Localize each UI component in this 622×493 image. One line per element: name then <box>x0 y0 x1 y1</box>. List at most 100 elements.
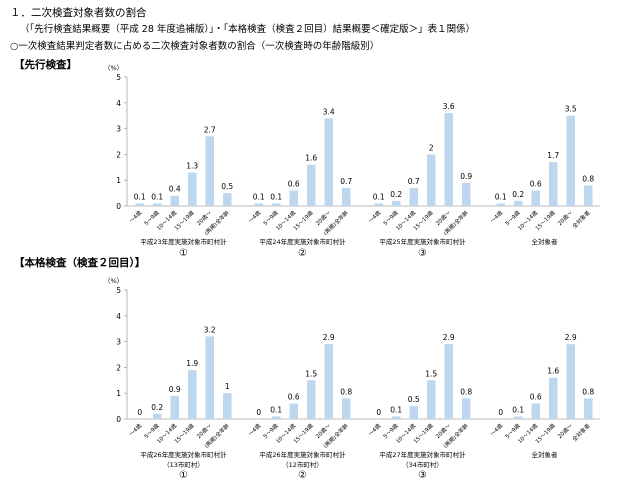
page-subtitle: （「先行検査結果概要（平成 28 年度追補版）」・「本格検査（検査２回目）結果概… <box>20 24 476 35</box>
bar <box>584 185 593 206</box>
data-label: 0.4 <box>169 185 181 194</box>
data-label: 0.7 <box>340 177 352 186</box>
data-label: 1.6 <box>305 154 317 163</box>
bar <box>514 200 523 206</box>
bar <box>307 380 316 419</box>
data-label: 2.7 <box>204 125 216 134</box>
x-tick-label: 15～19歳 <box>172 208 196 232</box>
x-tick-label: 20歳～ <box>556 208 575 227</box>
group-number: ② <box>298 470 307 481</box>
x-tick-label: 15～19歳 <box>411 421 435 445</box>
group-sublabel: （13市町村） <box>163 460 204 469</box>
bar <box>188 172 197 206</box>
x-tick-label: 15～19歳 <box>533 421 557 445</box>
bar <box>374 203 383 206</box>
data-label: 0.1 <box>270 405 282 414</box>
bar <box>254 203 263 206</box>
x-tick-label: 20歳～ <box>434 421 453 440</box>
data-label: 3.5 <box>565 105 577 114</box>
bar <box>153 203 162 206</box>
data-label: 3.4 <box>323 107 335 116</box>
bar <box>205 336 214 419</box>
data-label: 0.5 <box>221 182 233 191</box>
data-label: 0.1 <box>512 405 524 414</box>
data-label: 0.8 <box>460 387 472 396</box>
x-tick-label: 15～19歳 <box>291 421 315 445</box>
x-tick-label: 5～9歳 <box>381 208 400 227</box>
group-label: 平成25年度実施対象市町村計 <box>379 237 466 246</box>
group-sublabel: （34市町村） <box>402 460 443 469</box>
group-number: ① <box>179 248 188 259</box>
y-tick-label: 0 <box>116 202 121 211</box>
data-label: 0.8 <box>582 387 594 396</box>
data-label: 0.2 <box>151 403 163 412</box>
group-label: 平成24年度実施対象市町村計 <box>259 237 346 246</box>
data-label: 0.2 <box>390 190 402 199</box>
data-label: 0.8 <box>340 387 352 396</box>
data-label: 1.7 <box>547 151 559 160</box>
x-tick-label: ～4歳 <box>127 208 143 224</box>
data-label: 0.6 <box>288 393 300 402</box>
x-tick-label: 20歳～ <box>314 208 333 227</box>
bar <box>549 162 558 206</box>
data-label: 0 <box>498 408 503 417</box>
x-tick-label: 全対象者 <box>570 421 592 443</box>
x-tick-label: 5～9歳 <box>142 208 161 227</box>
x-tick-label: 15～19歳 <box>172 421 196 445</box>
data-label: 2.9 <box>565 333 577 342</box>
group-label: 平成27年度実施対象市町村計 <box>379 450 466 459</box>
y-tick-label: 5 <box>116 286 121 295</box>
bar <box>549 377 558 419</box>
group-label: 平成26年度実施対象市町村計 <box>259 450 346 459</box>
x-tick-label: ～4歳 <box>246 421 262 437</box>
bar <box>324 118 333 206</box>
bar <box>514 416 523 419</box>
bar <box>342 398 351 419</box>
bar <box>427 154 436 206</box>
x-tick-label: 5～9歳 <box>142 421 161 440</box>
bar <box>170 395 179 419</box>
section-title-preliminary: 【先行検査】 <box>14 59 77 71</box>
x-tick-label: 20歳～ <box>434 208 453 227</box>
x-tick-label: 15～19歳 <box>533 208 557 232</box>
x-tick-label: ～4歳 <box>488 421 504 437</box>
page-description: ○一次検査結果判定者数に占める二次検査対象者数の割合（一次検査時の年齢階級別） <box>10 41 380 52</box>
data-label: 0.1 <box>270 192 282 201</box>
data-label: 1.9 <box>186 359 198 368</box>
data-label: 0.2 <box>512 190 524 199</box>
bar <box>272 203 281 206</box>
x-tick-label: 5～9歳 <box>503 421 522 440</box>
bar <box>170 195 179 206</box>
bar <box>444 344 453 419</box>
data-label: 1.5 <box>305 369 317 378</box>
bar <box>444 113 453 206</box>
group-number: ③ <box>418 470 427 481</box>
bar <box>584 398 593 419</box>
x-tick-label: ～4歳 <box>127 421 143 437</box>
bar <box>566 115 575 206</box>
y-tick-label: 2 <box>116 363 121 372</box>
bar <box>272 416 281 419</box>
data-label: 3.2 <box>204 325 216 334</box>
data-label: 0.1 <box>373 192 385 201</box>
x-tick-label: 20歳～ <box>195 421 214 440</box>
x-tick-label: 5～9歳 <box>261 421 280 440</box>
data-label: 3.6 <box>443 102 455 111</box>
group-label: 全対象者 <box>532 450 559 459</box>
bar <box>409 406 418 419</box>
data-label: 1 <box>225 382 230 391</box>
group-label: 平成23年度実施対象市町村計 <box>140 237 227 246</box>
group-number: ③ <box>418 248 427 259</box>
data-label: 0.5 <box>408 395 420 404</box>
section-title-full-scale: 【本格検査（検査２回目）】 <box>14 257 146 269</box>
group-label: 全対象者 <box>532 237 559 246</box>
data-label: 0.1 <box>253 192 265 201</box>
x-tick-label: 20歳～ <box>195 208 214 227</box>
bar <box>153 413 162 419</box>
y-tick-label: 0 <box>116 415 121 424</box>
y-tick-label: 2 <box>116 150 121 159</box>
data-label: 0.1 <box>495 192 507 201</box>
y-tick-label: 3 <box>116 125 121 134</box>
bar <box>427 380 436 419</box>
